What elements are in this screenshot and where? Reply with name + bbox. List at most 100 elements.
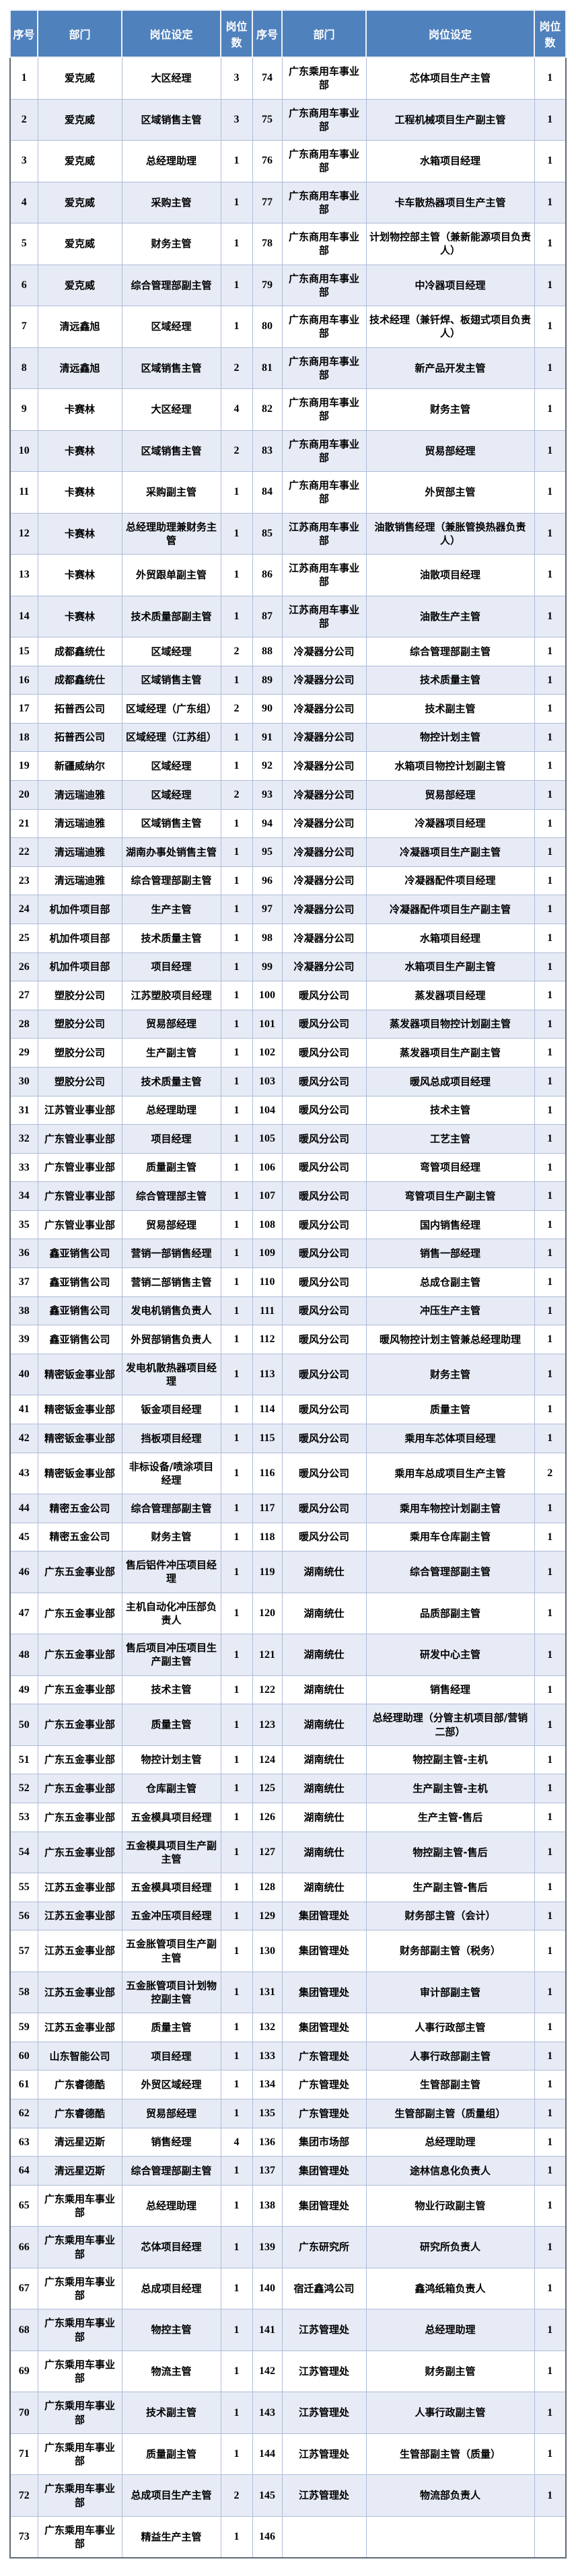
count-cell: 1 (534, 1395, 567, 1424)
seq-cell: 60 (9, 2041, 38, 2071)
count-cell: 1 (220, 1181, 253, 1211)
dept-cell: 精密五金公司 (37, 1494, 122, 1523)
seq-cell: 40 (9, 1353, 38, 1396)
dept-cell: 清远星迈斯 (37, 2156, 122, 2186)
dept-cell: 暖风分公司 (281, 1296, 367, 1326)
count-cell: 1 (220, 2041, 253, 2071)
count-cell: 1 (534, 1901, 567, 1931)
count-cell: 1 (534, 665, 567, 695)
position-cell: 生管部副主管（质量） (365, 2433, 535, 2476)
table-row: 33 广东管业事业部 质量副主管 1 106 暖风分公司 弯管项目经理 1 (9, 1152, 567, 1183)
seq-cell: 71 (9, 2433, 38, 2476)
count-cell: 1 (220, 1592, 253, 1635)
position-cell: 总经理助理兼财务主管 (121, 512, 221, 555)
position-cell: 中冷器项目经理 (365, 264, 535, 306)
position-cell: 区域销售主管 (121, 665, 221, 695)
dept-cell: 精密钣金事业部 (37, 1452, 122, 1495)
count-cell: 1 (534, 1267, 567, 1297)
count-cell: 1 (534, 2474, 567, 2517)
position-cell: 销售经理 (121, 2127, 221, 2157)
dept-cell: 冷凝器分公司 (281, 895, 367, 924)
position-cell: 贸易部经理 (121, 1009, 221, 1039)
seq-cell: 49 (9, 1675, 38, 1705)
table-row: 58 江苏五金事业部 五金胀管项目计划物控副主管 1 131 集团管理处 审计部副主管 1 (9, 1971, 567, 2014)
count-cell: 1 (220, 2156, 253, 2186)
table-row: 23 清远瑞迪雅 综合管理部副主管 1 96 冷凝器分公司 冷凝器配件项目经理 1 (9, 866, 567, 896)
position-cell: 区域经理 (121, 637, 221, 666)
position-cell: 工艺主管 (365, 1124, 535, 1154)
seq-cell: 26 (9, 952, 38, 982)
table-row: 6 爱克威 综合管理部副主管 1 79 广东商用车事业部 中冷器项目经理 1 (9, 264, 567, 306)
position-cell: 区域经理 (121, 306, 221, 348)
count-cell: 1 (534, 1551, 567, 1593)
seq-cell: 127 (252, 1831, 283, 1874)
table-row: 8 清远鑫旭 区域销售主管 2 81 广东商用车事业部 新产品开发主管 1 (9, 347, 567, 389)
table-row: 4 爱克威 采购主管 1 77 广东商用车事业部 卡车散热器项目生产主管 1 (9, 181, 567, 223)
seq-cell: 36 (9, 1239, 38, 1269)
position-cell: 区域经理 (121, 751, 221, 781)
position-cell: 生管部副主管 (365, 2070, 535, 2100)
position-cell: 生管部副主管（质量组） (365, 2099, 535, 2128)
table-row: 28 塑胶分公司 贸易部经理 1 101 暖风分公司 蒸发器项目物控计划副主管 1 (9, 1009, 567, 1039)
position-cell: 总成项目生产主管 (121, 2474, 221, 2517)
table-row: 21 清远瑞迪雅 区域销售主管 1 94 冷凝器分公司 冷凝器项目经理 1 (9, 808, 567, 839)
seq-cell: 138 (252, 2184, 283, 2227)
dept-cell: 冷凝器分公司 (281, 722, 367, 753)
count-cell: 1 (534, 429, 567, 472)
dept-cell: 暖风分公司 (281, 1423, 367, 1453)
position-cell: 发电机散热器项目经理 (121, 1353, 221, 1396)
position-cell: 五金胀管项目生产副主管 (121, 1930, 221, 1972)
header-cell-position-right: 岗位设定 (365, 9, 535, 58)
dept-cell: 广东乘用车事业部 (37, 2474, 122, 2517)
position-cell: 技术主管 (365, 1095, 535, 1125)
position-cell: 水箱项目物控计划副主管 (365, 751, 535, 781)
position-cell: 乘用车仓库副主管 (365, 1522, 535, 1552)
header-cell-seq-left: 序号 (9, 9, 38, 58)
count-cell: 1 (534, 2041, 567, 2071)
table-header: 序号 部门 岗位设定 岗位数 序号 部门 岗位设定 岗位数 (9, 9, 567, 58)
dept-cell: 爱克威 (37, 57, 122, 100)
seq-cell: 44 (9, 1494, 38, 1523)
count-cell: 1 (534, 1745, 567, 1775)
position-cell: 物流主管 (121, 2350, 221, 2393)
position-cell: 技术经理（兼钎焊、板翅式项目负责人） (365, 306, 535, 348)
count-cell: 1 (534, 1353, 567, 1396)
count-cell: 1 (534, 2267, 567, 2310)
count-cell: 1 (220, 1774, 253, 1803)
count-cell: 1 (220, 2350, 253, 2393)
table-row: 38 鑫亚销售公司 发电机销售负责人 1 111 暖风分公司 冲压生产主管 1 (9, 1296, 567, 1326)
position-cell: 财务主管 (365, 388, 535, 431)
table-row: 73 广东乘用车事业部 精益生产主管 1 146 (9, 2515, 567, 2558)
position-cell: 贸易部经理 (121, 2099, 221, 2128)
position-cell: 乘用车芯体项目经理 (365, 1423, 535, 1453)
count-cell: 1 (534, 1239, 567, 1269)
table-row: 67 广东乘用车事业部 总成项目经理 1 140 宿迁鑫鸿公司 鑫鸿纸箱负责人 1 (9, 2267, 567, 2310)
count-cell: 1 (534, 1592, 567, 1635)
seq-cell: 29 (9, 1038, 38, 1068)
dept-cell: 广东五金事业部 (37, 1634, 122, 1676)
count-cell: 1 (534, 895, 567, 924)
seq-cell: 85 (252, 512, 283, 555)
table-row: 30 塑胶分公司 技术质量主管 1 103 暖风分公司 暖风总成项目经理 1 (9, 1066, 567, 1096)
count-cell: 1 (534, 1774, 567, 1803)
table-row: 46 广东五金事业部 售后铝件冲压项目经理 1 119 湖南统仕 综合管理部副主管 1 (9, 1551, 567, 1593)
count-cell: 1 (534, 1704, 567, 1746)
dept-cell: 广东乘用车事业部 (37, 2184, 122, 2227)
position-cell: 蒸发器项目生产副主管 (365, 1038, 535, 1068)
dept-cell: 卡赛林 (37, 554, 122, 596)
dept-cell: 鑫亚销售公司 (37, 1239, 122, 1269)
count-cell: 1 (220, 1124, 253, 1154)
table-row: 54 广东五金事业部 五金模具项目生产副主管 1 127 湖南统仕 物控副主管-售后 1 (9, 1831, 567, 1874)
table-row: 70 广东乘用车事业部 技术副主管 1 143 江苏管理处 人事行政副主管 1 (9, 2392, 567, 2434)
dept-cell: 塑胶分公司 (37, 1009, 122, 1039)
seq-cell: 135 (252, 2099, 283, 2128)
dept-cell: 江苏五金事业部 (37, 1901, 122, 1931)
seq-cell: 31 (9, 1095, 38, 1125)
seq-cell: 3 (9, 140, 38, 182)
seq-cell: 98 (252, 923, 283, 953)
count-cell: 1 (534, 1124, 567, 1154)
dept-cell: 暖风分公司 (281, 1152, 367, 1183)
dept-cell: 拓普西公司 (37, 722, 122, 753)
seq-cell: 61 (9, 2070, 38, 2100)
dept-cell: 精密钣金事业部 (37, 1423, 122, 1453)
